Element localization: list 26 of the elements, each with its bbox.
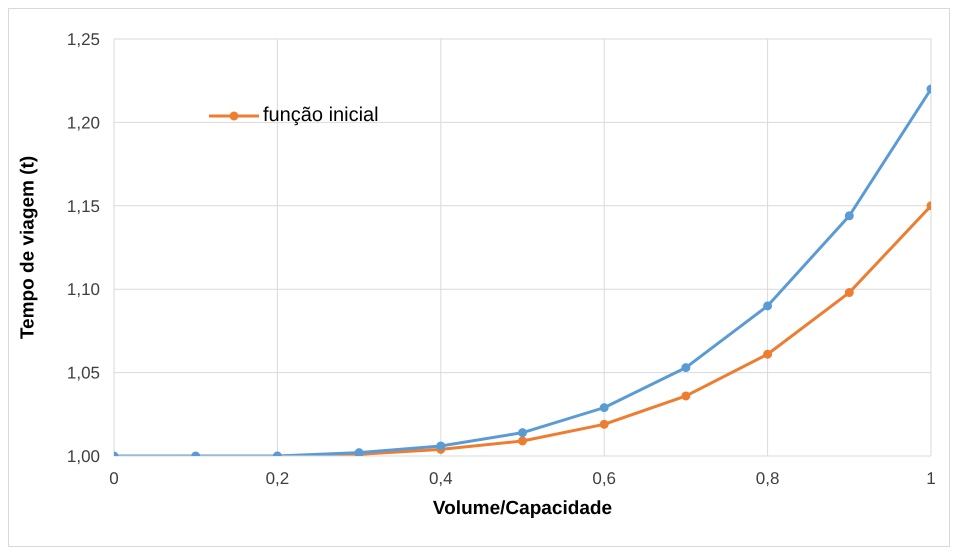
point	[518, 436, 527, 446]
legend-label: função inicial	[263, 104, 379, 127]
point	[681, 391, 690, 400]
point	[844, 288, 854, 298]
y-tick-label: 1,20	[66, 113, 100, 132]
x-tick-label: 0,4	[428, 469, 453, 488]
x-tick-label: 0,6	[592, 469, 616, 488]
point	[763, 301, 772, 310]
y-tick-label: 1,05	[66, 364, 100, 383]
x-axis-title: Volume/Capacidade	[432, 498, 612, 519]
x-tick-label: 0	[109, 469, 119, 488]
point	[681, 363, 690, 372]
point	[763, 350, 772, 359]
point	[518, 428, 527, 438]
point	[600, 403, 609, 412]
y-axis-title: Tempo de viagem (t)	[18, 156, 39, 340]
y-tick-label: 1,00	[66, 447, 100, 466]
x-tick-label: 1	[926, 469, 936, 488]
y-tick-label: 1,10	[66, 280, 100, 300]
y-tick-label: 1,15	[66, 196, 100, 216]
point	[844, 211, 854, 220]
point	[436, 441, 446, 450]
y-tick-label: 1,25	[66, 30, 100, 50]
x-tick-label: 0,8	[756, 469, 780, 488]
point	[600, 420, 609, 429]
x-tick-label: 0,2	[266, 469, 290, 488]
